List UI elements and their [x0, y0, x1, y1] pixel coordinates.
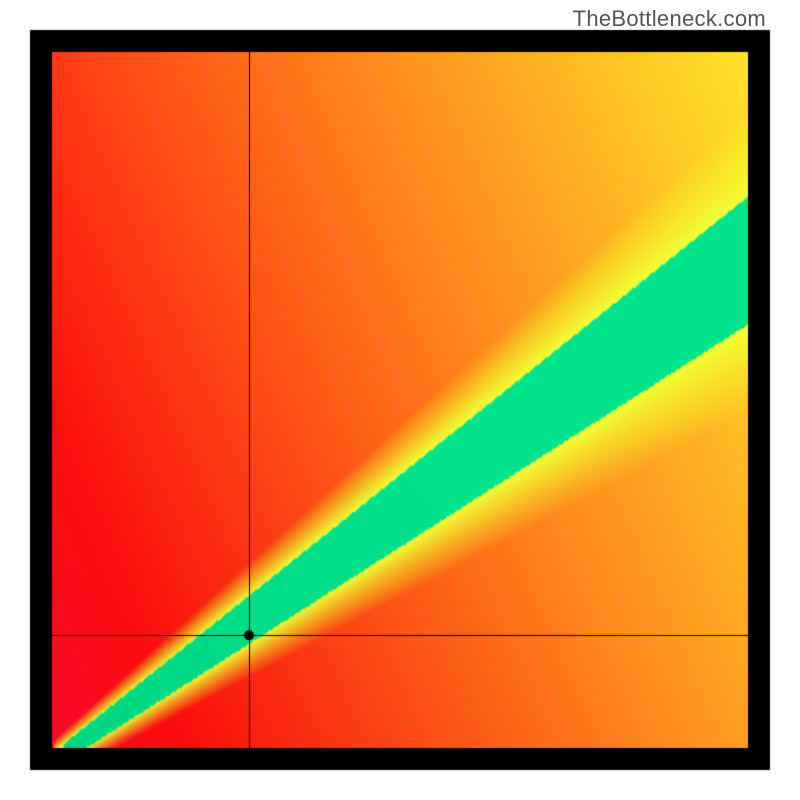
bottleneck-heatmap-canvas — [0, 0, 800, 800]
chart-container: TheBottleneck.com — [0, 0, 800, 800]
watermark-text: TheBottleneck.com — [573, 6, 766, 32]
